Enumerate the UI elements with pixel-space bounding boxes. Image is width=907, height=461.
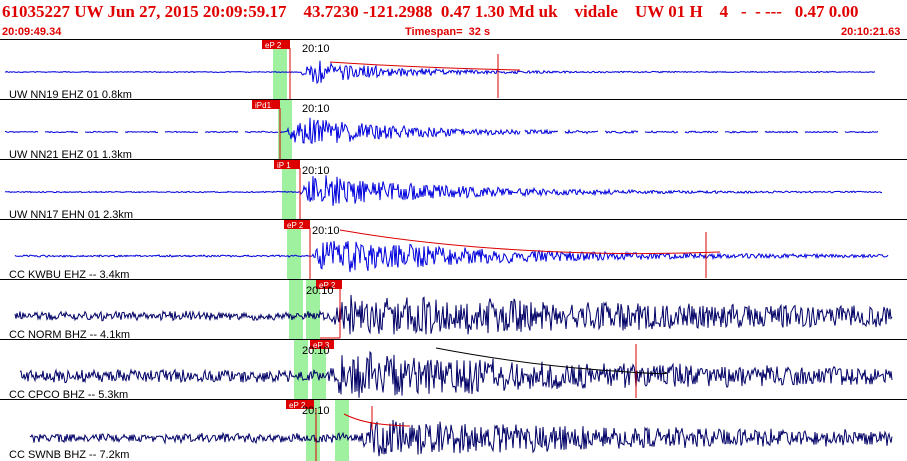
waveform-track[interactable]: eP 2 20:10 CC KWBU EHZ -- 3.4km [0, 219, 907, 281]
pick-box[interactable] [274, 160, 300, 169]
waveform-track[interactable]: eP 2 20:10 UW NN19 EHZ 01 0.8km [0, 39, 907, 101]
time-mark: 20:10 [312, 225, 340, 237]
station-label: UW NN21 EHZ 01 1.3km [9, 149, 132, 161]
event-title: 61035227 UW Jun 27, 2015 20:09:59.17 43.… [2, 2, 859, 21]
pick-label: iPd1 [255, 101, 272, 110]
waveform-track[interactable]: iP 1 20:10 UW NN17 EHN 01 2.3km [0, 159, 907, 221]
waveform-panel[interactable]: eP 2 20:10 UW NN19 EHZ 01 0.8km iPd1 20:… [0, 39, 907, 461]
waveform-svg[interactable]: eP 2 20:10 [0, 400, 907, 461]
waveform-trace [14, 294, 893, 335]
waveform-trace [19, 350, 893, 398]
window-band [335, 400, 349, 461]
pick-box[interactable] [310, 340, 334, 349]
station-label: CC KWBU EHZ -- 3.4km [9, 269, 130, 281]
window-band [282, 160, 296, 220]
waveform-track[interactable]: eP 2 20:10 CC SWNB BHZ -- 7.2km [0, 399, 907, 461]
pick-box[interactable] [316, 280, 342, 289]
pick-box[interactable] [252, 100, 280, 109]
start-time: 20:09:49.34 [2, 26, 62, 38]
station-label: CC SWNB BHZ -- 7.2km [9, 449, 130, 461]
time-mark: 20:10 [302, 43, 330, 55]
waveform-track[interactable]: iPd1 20:10 UW NN21 EHZ 01 1.3km [0, 99, 907, 161]
timespan-label: Timespan= 32 s [405, 26, 491, 38]
waveform-trace [4, 175, 883, 206]
pick-box[interactable] [286, 400, 314, 409]
waveform-track[interactable]: eP 2 20:10 CC NORM BHZ -- 4.1km [0, 279, 907, 341]
pick-label: eP 2 [319, 281, 336, 290]
time-mark: 20:10 [302, 165, 330, 177]
coda-curve [329, 61, 521, 71]
station-label: CC CPCO BHZ -- 5.3km [9, 389, 129, 401]
pick-box[interactable] [284, 220, 310, 229]
waveform-svg[interactable]: eP 2 20:10 [0, 40, 907, 100]
window-band [312, 340, 326, 400]
waveform-svg[interactable]: eP 2 20:10 [0, 220, 907, 280]
pick-label: iP 1 [277, 161, 291, 170]
waveform-svg[interactable]: iP 1 20:10 [0, 160, 907, 220]
waveform-svg[interactable]: eP 3 20:10 [0, 340, 907, 400]
window-band [287, 220, 301, 280]
pick-label: eP 3 [313, 341, 330, 350]
window-band [273, 40, 287, 100]
end-time: 20:10:21.63 [841, 26, 901, 38]
waveform-trace [29, 419, 893, 457]
waveform-svg[interactable]: eP 2 20:10 [0, 280, 907, 340]
coda-curve [343, 413, 411, 427]
window-band [306, 280, 320, 340]
pick-label: eP 2 [265, 41, 282, 50]
station-label: CC NORM BHZ -- 4.1km [9, 329, 130, 341]
station-label: UW NN17 EHN 01 2.3km [9, 209, 134, 221]
event-header: 61035227 UW Jun 27, 2015 20:09:59.17 43.… [0, 0, 907, 40]
coda-curve [339, 229, 721, 255]
time-mark: 20:10 [302, 103, 330, 115]
waveform-trace [5, 117, 879, 144]
pick-box[interactable] [262, 40, 290, 49]
coda-curve [435, 347, 668, 375]
time-mark: 20:10 [302, 405, 330, 417]
window-band [294, 340, 308, 400]
pick-label: eP 2 [289, 401, 306, 410]
waveform-trace [14, 240, 889, 273]
waveform-track[interactable]: eP 3 20:10 CC CPCO BHZ -- 5.3km [0, 339, 907, 401]
pick-label: eP 2 [287, 221, 304, 230]
time-mark: 20:10 [302, 345, 330, 357]
waveform-svg[interactable]: iPd1 20:10 [0, 100, 907, 160]
window-band [278, 100, 292, 160]
station-label: UW NN19 EHZ 01 0.8km [9, 89, 132, 101]
waveform-trace [4, 60, 875, 85]
time-mark: 20:10 [306, 285, 334, 297]
window-band [289, 280, 303, 340]
